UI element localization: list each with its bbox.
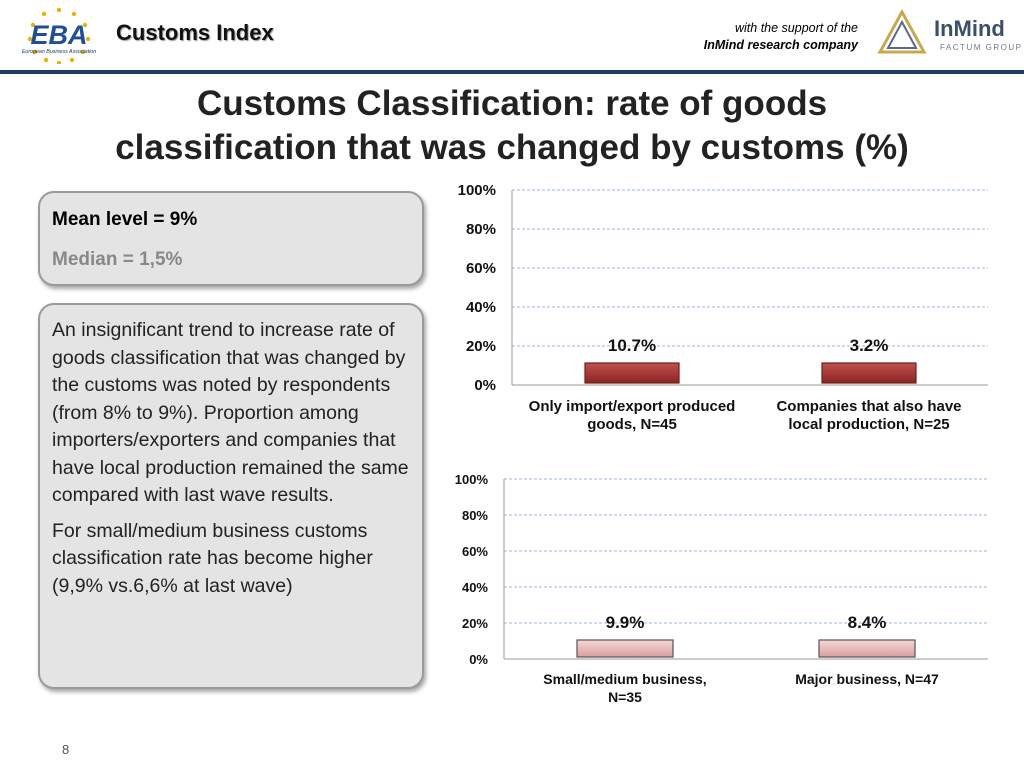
bar: [576, 639, 674, 658]
svg-text:European Business Association: European Business Association: [22, 49, 96, 55]
commentary-paragraph-2: For small/medium business customs classi…: [52, 519, 373, 597]
mean-level: Mean level = 9%: [52, 209, 198, 230]
bar: [818, 639, 916, 658]
category-label: local production, N=25: [788, 416, 949, 433]
svg-text:InMind: InMind: [934, 16, 1005, 41]
y-tick-label: 100%: [458, 182, 496, 199]
header-rule: [0, 70, 1024, 74]
slide-title-line2: classification that was changed by custo…: [115, 128, 909, 167]
category-label: Small/medium business,: [543, 671, 706, 687]
y-tick-label: 40%: [466, 299, 496, 316]
data-label: 10.7%: [608, 336, 656, 355]
bar: [821, 362, 917, 384]
data-label: 8.4%: [848, 613, 887, 632]
y-tick-label: 0%: [474, 377, 496, 394]
category-label: Major business, N=47: [795, 671, 939, 687]
support-company: InMind research company: [703, 38, 858, 52]
commentary-box: An insignificant trend to increase rate …: [38, 303, 424, 689]
header: EBA European Business Association Custom…: [0, 0, 1024, 74]
category-label: Only import/export produced: [529, 398, 736, 415]
y-tick-label: 20%: [466, 338, 496, 355]
y-tick-label: 80%: [462, 508, 488, 523]
median-level: Median = 1,5%: [52, 249, 183, 270]
data-label: 9.9%: [606, 613, 645, 632]
category-label: Companies that also have: [776, 398, 961, 415]
slide-title-line1: Customs Classification: rate of goods: [196, 84, 828, 123]
y-tick-label: 20%: [462, 616, 488, 631]
y-tick-label: 80%: [466, 221, 496, 238]
svg-text:FACTUM GROUP: FACTUM GROUP: [940, 43, 1021, 52]
y-tick-label: 100%: [455, 472, 489, 487]
category-label: N=35: [608, 689, 642, 705]
y-tick-label: 60%: [462, 544, 488, 559]
commentary-paragraph-1: An insignificant trend to increase rate …: [52, 319, 409, 506]
y-tick-label: 60%: [466, 260, 496, 277]
page-number: 8: [62, 742, 70, 757]
eba-logo: EBA European Business Association: [22, 7, 96, 64]
y-tick-label: 0%: [469, 652, 488, 667]
data-label: 3.2%: [850, 336, 889, 355]
category-label: goods, N=45: [587, 416, 677, 433]
bar: [584, 362, 680, 384]
inmind-logo: InMind FACTUM GROUP: [877, 8, 1021, 54]
slide-title: Customs Classification: rate of goods cl…: [40, 82, 984, 170]
summary-box: Mean level = 9% Median = 1,5%: [38, 191, 424, 286]
y-tick-label: 40%: [462, 580, 488, 595]
svg-text:EBA: EBA: [30, 20, 87, 50]
support-note: with the support of the InMind research …: [704, 20, 858, 54]
support-line: with the support of the: [735, 21, 858, 35]
header-title: Customs Index: [116, 20, 274, 45]
